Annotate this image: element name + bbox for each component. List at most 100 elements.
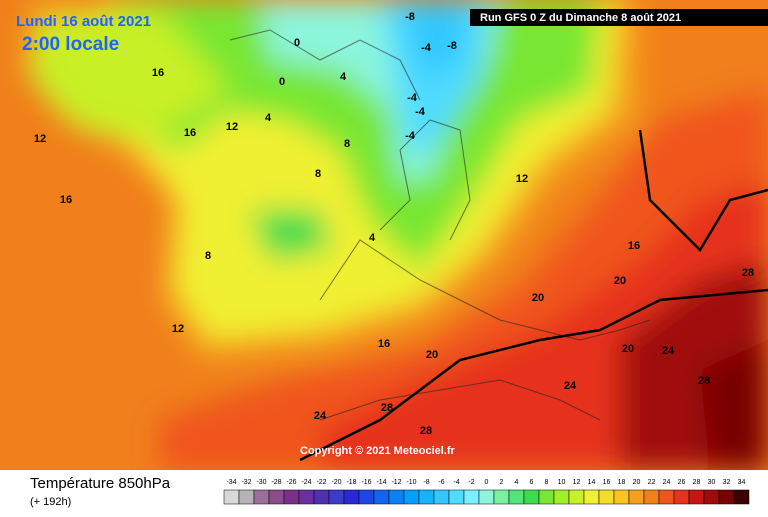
scale-label: 8 <box>545 479 549 486</box>
contour-label: 28 <box>420 425 432 437</box>
contour-label: 8 <box>344 138 350 150</box>
scale-label: 26 <box>678 479 686 486</box>
contour-label: 0 <box>294 37 300 49</box>
scale-swatch <box>463 489 480 505</box>
scale-swatch <box>328 489 345 505</box>
scale-swatch <box>493 489 510 505</box>
scale-swatch <box>298 489 315 505</box>
scale-swatch <box>388 489 405 505</box>
scale-swatch <box>658 489 675 505</box>
contour-label: 20 <box>614 275 626 287</box>
scale-label: 12 <box>573 479 581 486</box>
contour-label: 16 <box>152 67 164 79</box>
contour-label: -8 <box>447 40 457 52</box>
scale-label: -8 <box>423 479 429 486</box>
scale-swatch <box>718 489 735 505</box>
scale-swatch <box>733 489 750 505</box>
scale-label: 30 <box>708 479 716 486</box>
run: Run GFS 0 Z du Dimanche 8 août 2021 <box>480 12 681 24</box>
contour-label: 0 <box>279 76 285 88</box>
scale-label: -14 <box>376 479 386 486</box>
scale-swatch <box>268 489 285 505</box>
scale-swatch <box>403 489 420 505</box>
run-box <box>470 9 768 26</box>
contour-label: 24 <box>662 345 675 357</box>
contour-label: 24 <box>314 410 327 422</box>
scale-label: 22 <box>648 479 656 486</box>
scale-label: -18 <box>346 479 356 486</box>
contour-label: 12 <box>34 133 46 145</box>
scale-swatch <box>538 489 555 505</box>
scale-label: 2 <box>500 479 504 486</box>
scale-swatch <box>673 489 690 505</box>
scale-label: -10 <box>406 479 416 486</box>
scale-label: 16 <box>603 479 611 486</box>
scale-label: 0 <box>485 479 489 486</box>
isotherm-20 <box>299 129 768 462</box>
scale-label: -20 <box>331 479 341 486</box>
scale-label: -26 <box>286 479 296 486</box>
scale-swatch <box>448 489 465 505</box>
contour-label: 12 <box>226 121 238 133</box>
scale-label: 6 <box>530 479 534 486</box>
scale-swatch <box>253 489 270 505</box>
scale-label: -30 <box>256 479 266 486</box>
scale-label: -28 <box>271 479 281 486</box>
scale-label: -6 <box>438 479 444 486</box>
contour-label: 16 <box>60 194 72 206</box>
contour-label: -4 <box>405 130 416 142</box>
contour-label: 16 <box>378 338 390 350</box>
coastlines <box>229 29 651 421</box>
scale-swatch <box>283 489 300 505</box>
contour-label: -4 <box>407 92 418 104</box>
scale-label: 28 <box>693 479 701 486</box>
contour-label: -4 <box>415 106 426 118</box>
contour-labels: -8 -8 -4 -4 -4 -4 0 0 4 4 4 8 8 8 12 12 12 16 16 16 16 20 20 20… <box>34 11 754 437</box>
contour-label: -4 <box>421 42 432 54</box>
scale-swatch <box>598 489 615 505</box>
scale-swatch <box>508 489 525 505</box>
contour-label: 12 <box>172 323 184 335</box>
contour-label: 28 <box>381 402 393 414</box>
contour-label: 4 <box>265 112 272 124</box>
scale-swatch <box>418 489 435 505</box>
contour-label: 16 <box>628 240 640 252</box>
scale-label: -24 <box>301 479 311 486</box>
scale-label: -12 <box>391 479 401 486</box>
copyright: Copyright © 2021 Meteociel.fr <box>300 445 456 457</box>
scale-label: 18 <box>618 479 626 486</box>
footer-lead: (+ 192h) <box>30 496 71 508</box>
contour-label: 8 <box>205 250 211 262</box>
contour-label: 8 <box>315 168 321 180</box>
scale-label: -4 <box>453 479 459 486</box>
scale-swatch <box>238 489 255 505</box>
scale-swatch <box>703 489 720 505</box>
scale-label: -16 <box>361 479 371 486</box>
footer-title: Température 850hPa <box>30 475 171 492</box>
contour-label: 28 <box>698 375 710 387</box>
scale-swatch <box>643 489 660 505</box>
scale-label: -32 <box>241 479 251 486</box>
scale-swatch <box>568 489 585 505</box>
scale-swatch <box>313 489 330 505</box>
scale-label: 20 <box>633 479 641 486</box>
contour-label: 16 <box>184 127 196 139</box>
time: 2:00 locale <box>22 34 119 55</box>
scale-swatch <box>223 489 240 505</box>
scale-label: 14 <box>588 479 596 486</box>
scale-swatch <box>433 489 450 505</box>
scale-label: 10 <box>558 479 566 486</box>
contour-label: -8 <box>405 11 415 23</box>
scale-swatch <box>688 489 705 505</box>
scale-label: 4 <box>515 479 519 486</box>
map: -8 -8 -4 -4 -4 -4 0 0 4 4 4 8 8 8 12 12 12 16 16 16 16 20 20 20… <box>0 0 768 470</box>
scale-label: -2 <box>468 479 474 486</box>
scale-label: 34 <box>738 479 746 486</box>
scale-swatch <box>478 489 495 505</box>
color-scale: -34 -32 -30 -28 -26 -24 -22 -20 -18 -16 -14 -12 -10-… <box>223 479 750 505</box>
scale-swatch <box>358 489 375 505</box>
contour-label: 12 <box>516 173 528 185</box>
date: Lundi 16 août 2021 <box>16 13 151 30</box>
scale-swatch <box>553 489 570 505</box>
